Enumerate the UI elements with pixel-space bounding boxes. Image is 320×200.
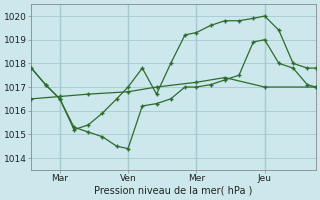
X-axis label: Pression niveau de la mer( hPa ): Pression niveau de la mer( hPa ) — [94, 186, 253, 196]
